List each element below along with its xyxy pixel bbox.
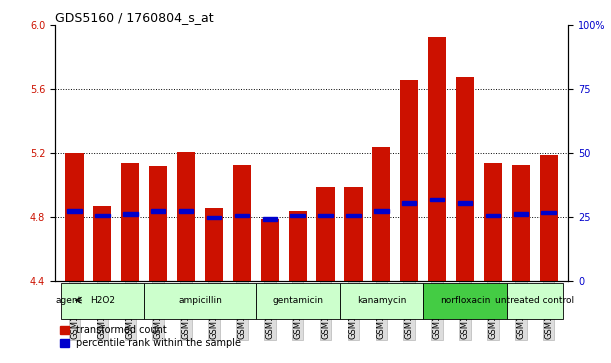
Bar [205, 208, 223, 281]
Bar [507, 283, 563, 319]
Text: untreated control: untreated control [495, 295, 574, 305]
Bar [514, 212, 528, 216]
Bar [541, 211, 556, 214]
Bar [430, 198, 444, 201]
Bar [346, 214, 360, 217]
Bar [484, 163, 502, 281]
Bar [235, 214, 249, 217]
Bar [456, 77, 474, 281]
Legend: transformed count, percentile rank within the sample: transformed count, percentile rank withi… [60, 326, 241, 348]
Bar [93, 206, 111, 281]
Bar [458, 201, 472, 205]
Bar [121, 163, 139, 281]
Text: GDS5160 / 1760804_s_at: GDS5160 / 1760804_s_at [55, 11, 214, 24]
Bar [512, 164, 530, 281]
Bar [151, 209, 166, 213]
Text: agent: agent [56, 295, 82, 305]
Text: ampicillin: ampicillin [178, 295, 222, 305]
Bar [263, 217, 277, 221]
Bar [318, 214, 333, 217]
Text: H2O2: H2O2 [90, 295, 115, 305]
Bar [374, 209, 389, 213]
Bar [144, 283, 256, 319]
Text: kanamycin: kanamycin [357, 295, 406, 305]
Text: norfloxacin: norfloxacin [440, 295, 490, 305]
Bar [123, 212, 137, 216]
Bar [423, 283, 507, 319]
Bar [207, 216, 221, 219]
Bar [233, 164, 251, 281]
Bar [402, 201, 417, 205]
Bar [60, 283, 144, 319]
Bar [372, 147, 390, 281]
Bar [400, 80, 419, 281]
Bar [345, 187, 362, 281]
Bar [261, 219, 279, 281]
Bar [290, 214, 305, 217]
Bar [67, 209, 82, 213]
Bar [65, 153, 84, 281]
Bar [288, 211, 307, 281]
Bar [149, 166, 167, 281]
Bar [540, 155, 558, 281]
Bar [486, 214, 500, 217]
Bar [179, 209, 193, 213]
Bar [256, 283, 340, 319]
Text: gentamicin: gentamicin [272, 295, 323, 305]
Bar [95, 214, 109, 217]
Bar [340, 283, 423, 319]
Bar [428, 37, 446, 281]
Bar [316, 187, 335, 281]
Bar [177, 152, 195, 281]
